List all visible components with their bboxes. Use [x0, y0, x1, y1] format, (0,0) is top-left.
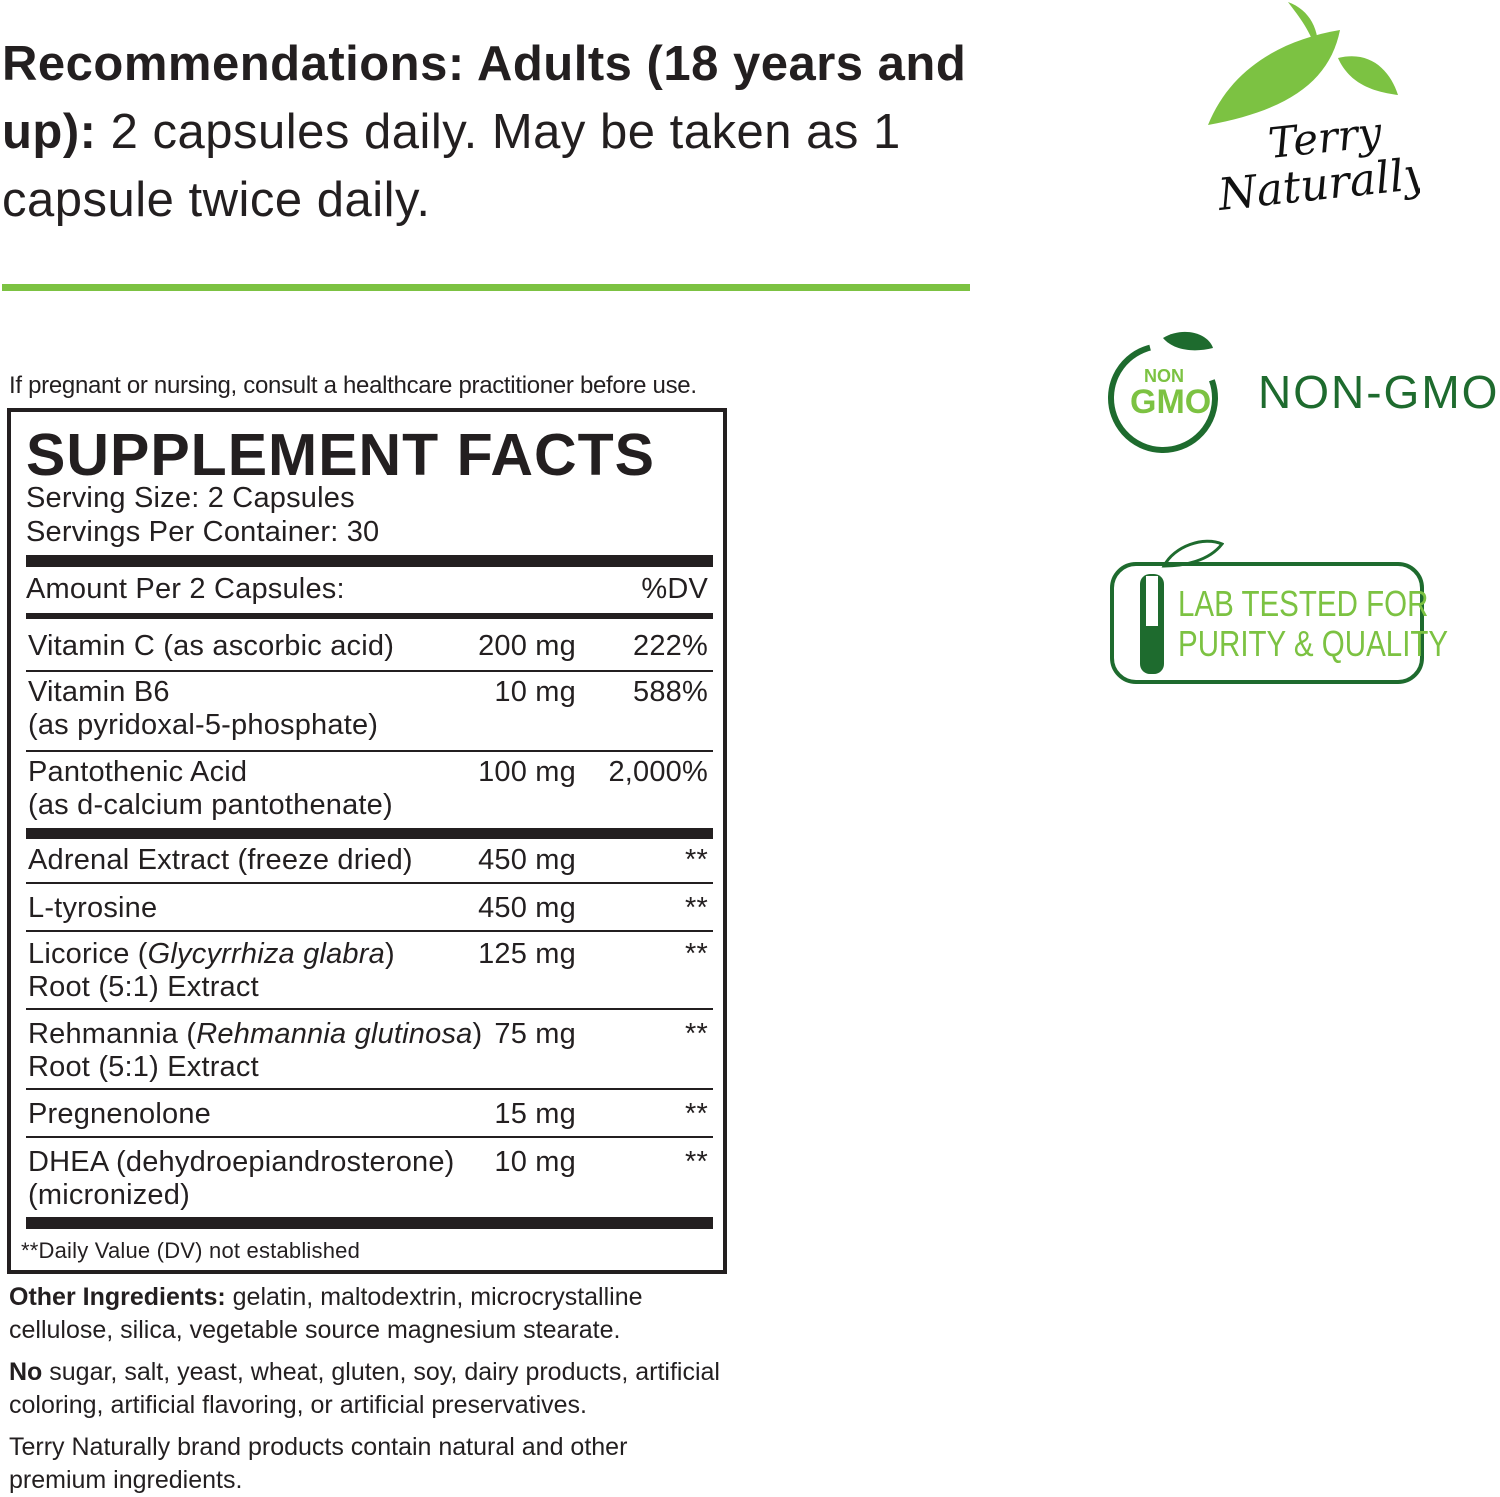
recommendations: Recommendations: Adults (18 years and up…	[2, 30, 982, 234]
nutrient-dv: **	[685, 1018, 708, 1050]
badge-gmo: GMO	[1130, 383, 1212, 421]
lab-line-2: PURITY & QUALITY	[1178, 623, 1449, 664]
thick-divider	[26, 1217, 713, 1229]
badge-non: NON	[1144, 366, 1184, 386]
nutrient-amount: 100 mg	[478, 756, 576, 788]
terry-naturally-logo: Terry Naturally	[1200, 0, 1432, 230]
nutrient-amount: 15 mg	[494, 1098, 576, 1130]
lab-tested-text: LAB TESTED FOR PURITY & QUALITY	[1178, 584, 1448, 664]
row-divider	[26, 1088, 713, 1090]
row-divider	[26, 750, 713, 752]
nutrient-name: Vitamin B6	[28, 676, 170, 708]
serving-size: Serving Size: 2 Capsules	[26, 482, 355, 514]
nutrient-name: Adrenal Extract (freeze dried)	[28, 844, 413, 876]
nutrient-dv: **	[685, 892, 708, 924]
non-gmo-badge: NON GMO	[1108, 328, 1223, 453]
row-divider	[26, 1136, 713, 1138]
test-tube-icon	[1140, 539, 1224, 674]
facts-title: SUPPLEMENT FACTS	[26, 422, 655, 488]
amount-header: Amount Per 2 Capsules:	[26, 573, 345, 605]
leaf-icon: Terry Naturally	[1208, 2, 1432, 221]
nutrient-dv: 2,000%	[608, 756, 708, 788]
brand-note: Terry Naturally brand products contain n…	[9, 1433, 628, 1494]
supplement-facts-panel: SUPPLEMENT FACTS Serving Size: 2 Capsule…	[7, 408, 727, 1274]
nutrient-amount: 200 mg	[478, 630, 576, 662]
nutrient-name: L-tyrosine	[28, 892, 158, 924]
row-divider	[26, 1008, 713, 1010]
row-divider	[26, 930, 713, 932]
footnote: **Daily Value (DV) not established	[21, 1238, 361, 1263]
nutrient-name: Licorice (Glycyrrhiza glabra)	[28, 938, 395, 970]
nutrient-name: Rehmannia (Rehmannia glutinosa)	[28, 1018, 483, 1050]
green-divider	[2, 284, 970, 291]
nutrient-subname: (micronized)	[28, 1179, 190, 1211]
nutrient-dv: **	[685, 1098, 708, 1130]
dv-header: %DV	[641, 573, 708, 605]
nutrient-amount: 125 mg	[478, 938, 576, 970]
non-gmo-label: NON-GMO	[1258, 366, 1500, 418]
svg-text:Terry: Terry	[1266, 107, 1385, 168]
svg-text:Naturally: Naturally	[1215, 148, 1420, 221]
other-ingredients-text: gelatin, maltodextrin, microcrystalline …	[9, 1283, 643, 1344]
nutrient-subname: Root (5:1) Extract	[28, 1051, 259, 1083]
nutrient-name: Pantothenic Acid	[28, 756, 248, 788]
free-from-text: sugar, salt, yeast, wheat, gluten, soy, …	[9, 1358, 720, 1419]
free-from-statement: No sugar, salt, yeast, wheat, gluten, so…	[9, 1356, 729, 1422]
nutrient-amount: 10 mg	[494, 676, 576, 708]
row-divider	[26, 882, 713, 884]
nutrient-subname: (as pyridoxal-5-phosphate)	[28, 709, 379, 741]
other-ingredients: Other Ingredients: gelatin, maltodextrin…	[9, 1281, 709, 1347]
nutrient-dv: 222%	[633, 630, 708, 662]
lab-tested-badge: LAB TESTED FOR PURITY & QUALITY	[1110, 539, 1448, 684]
recommendations-text: 2 capsules daily. May be taken as 1 caps…	[2, 105, 901, 227]
servings-per-container: Servings Per Container: 30	[26, 516, 380, 548]
nutrient-amount: 10 mg	[494, 1146, 576, 1178]
nutrient-dv: 588%	[633, 676, 708, 708]
thick-divider	[26, 555, 713, 567]
nutrient-dv: **	[685, 1146, 708, 1178]
no-label: No	[9, 1358, 43, 1386]
nutrient-dv: **	[685, 844, 708, 876]
medium-divider	[26, 613, 713, 619]
thick-divider	[26, 828, 713, 839]
nutrient-name: Vitamin C (as ascorbic acid)	[28, 630, 395, 662]
nutrient-amount: 450 mg	[478, 844, 576, 876]
lab-line-1: LAB TESTED FOR	[1178, 583, 1429, 624]
nutrient-amount: 75 mg	[494, 1018, 576, 1050]
nutrient-amount: 450 mg	[478, 892, 576, 924]
row-divider	[26, 670, 713, 672]
non-gmo-leaf-icon	[1108, 331, 1218, 453]
recommendations-label: Recommendations: Adults (18 years and up…	[2, 37, 967, 159]
nutrient-name: Pregnenolone	[28, 1098, 211, 1130]
other-ingredients-label: Other Ingredients:	[9, 1283, 226, 1311]
nutrient-name: DHEA (dehydroepiandrosterone)	[28, 1146, 455, 1178]
nutrient-dv: **	[685, 938, 708, 970]
nutrient-subname: Root (5:1) Extract	[28, 971, 259, 1003]
pregnancy-warning: If pregnant or nursing, consult a health…	[9, 372, 697, 399]
nutrient-subname: (as d-calcium pantothenate)	[28, 789, 393, 821]
